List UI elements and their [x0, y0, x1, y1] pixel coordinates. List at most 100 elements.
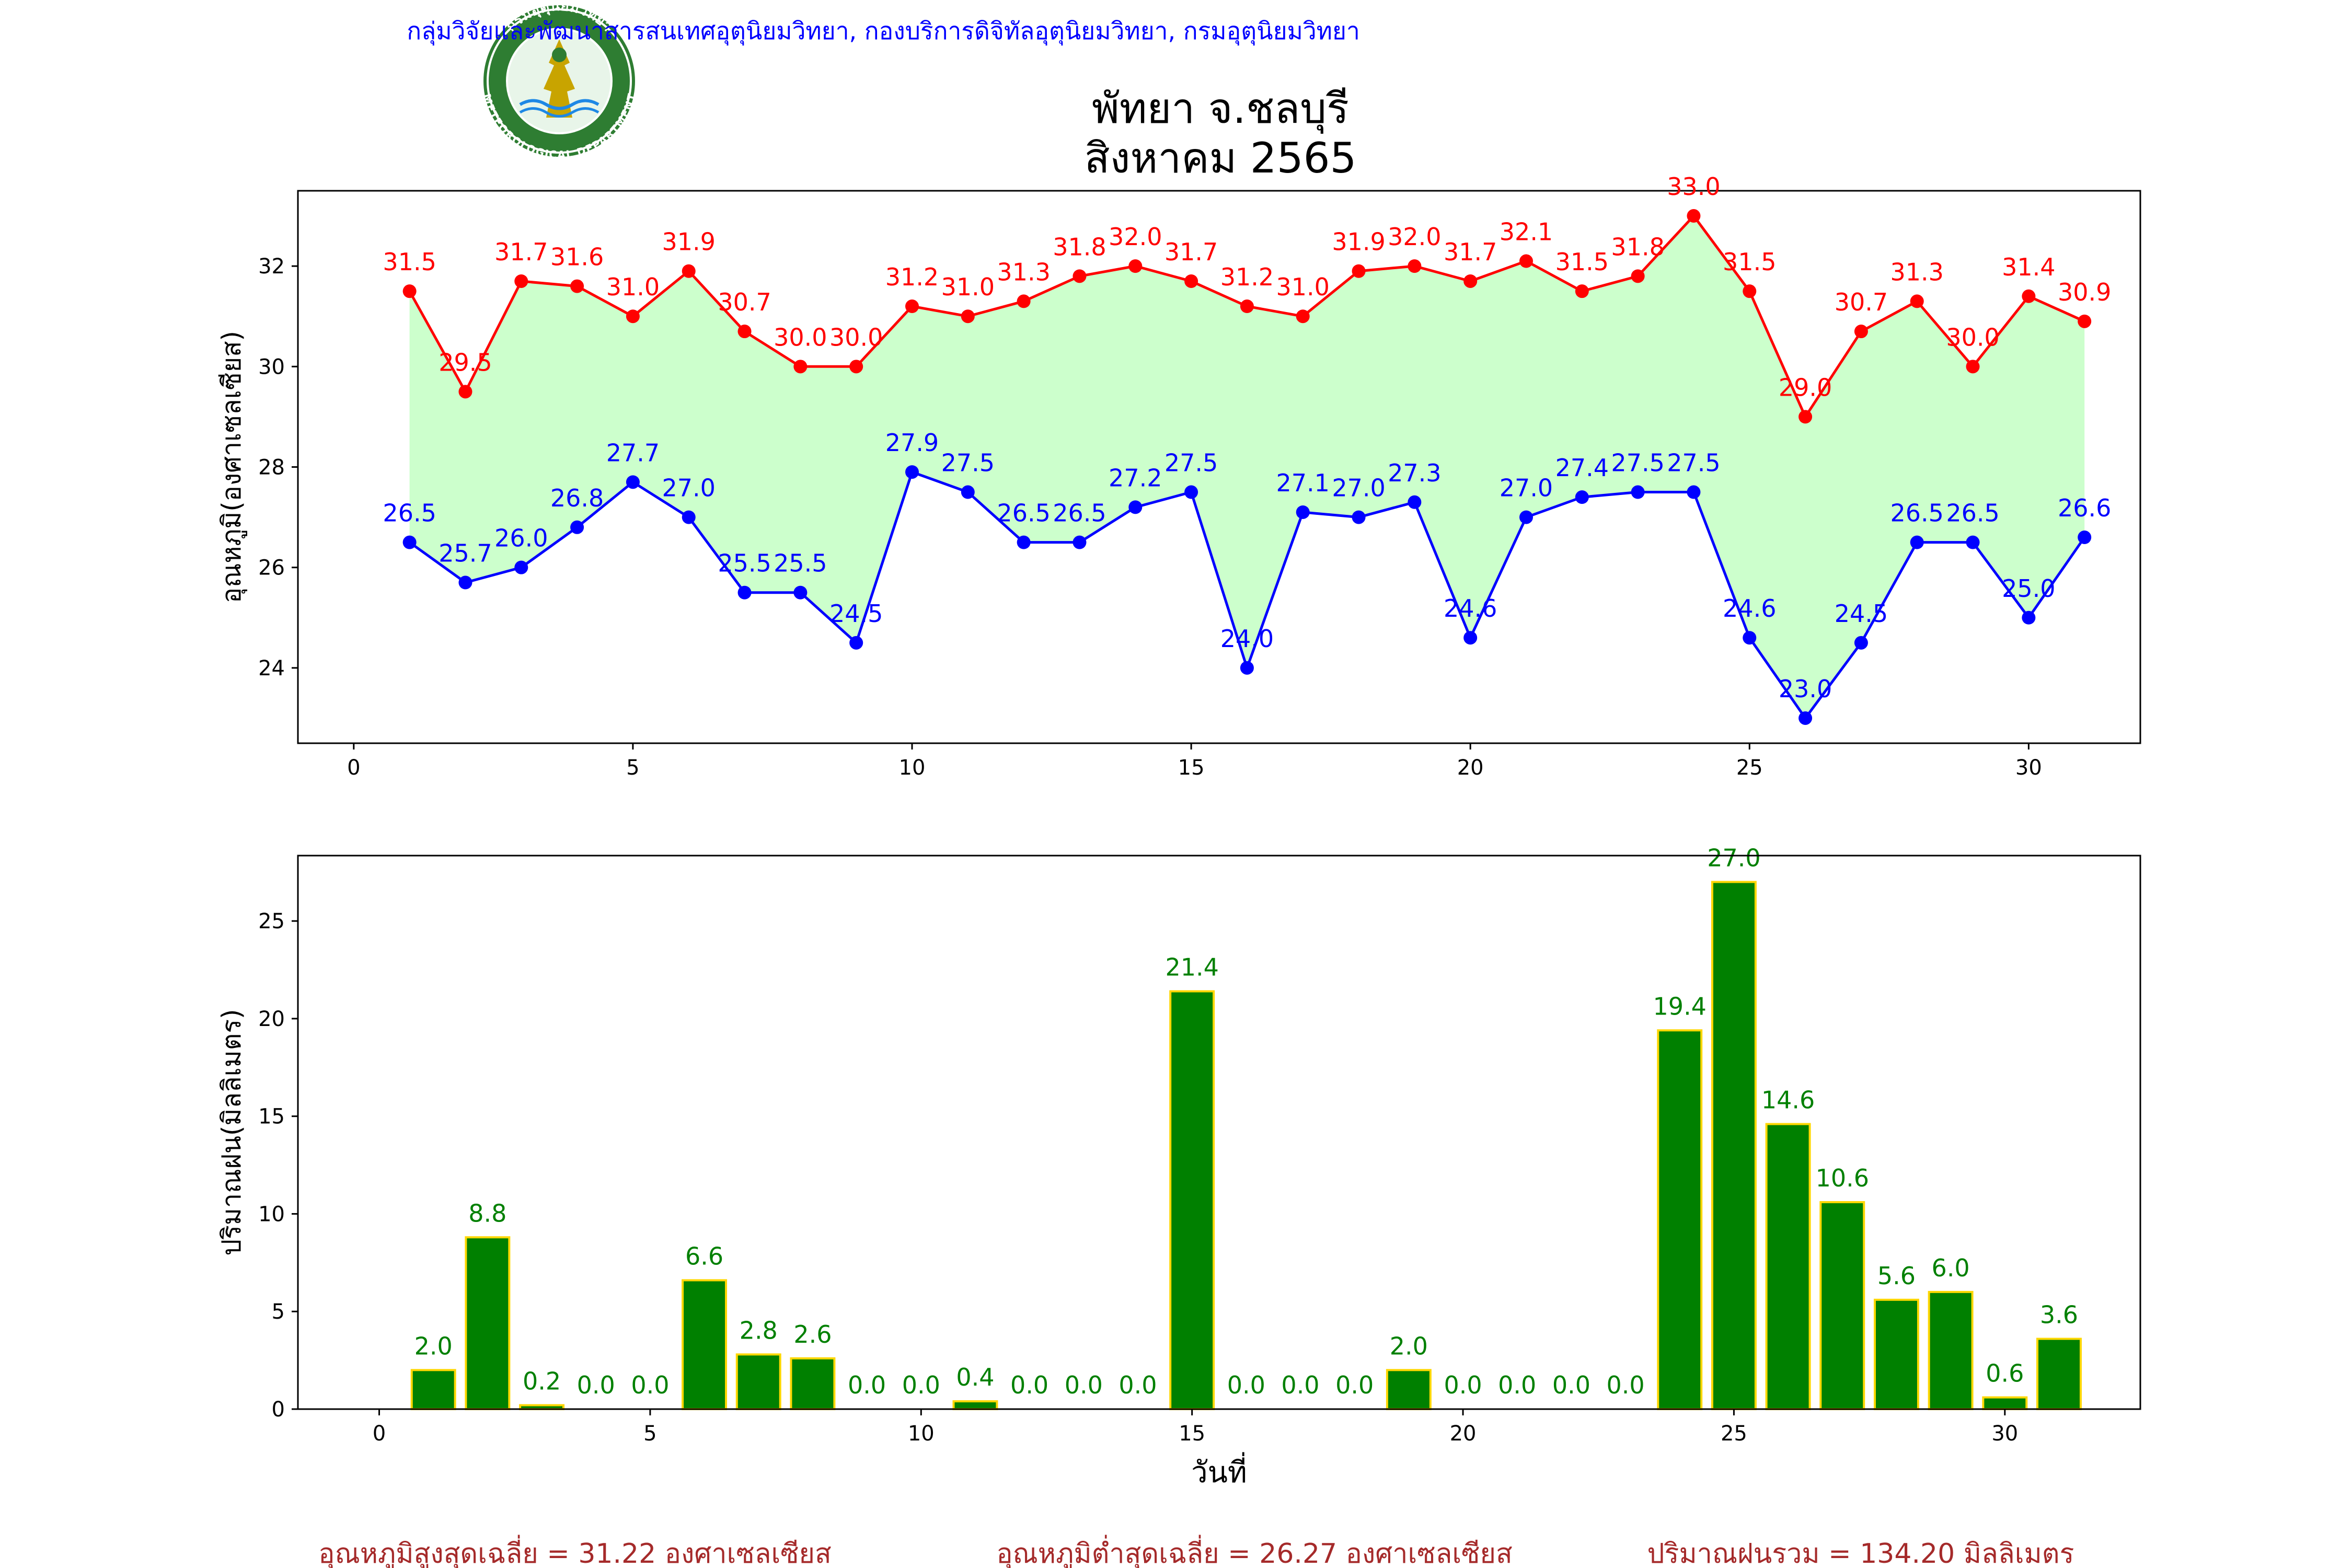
rain-data-label: 0.0 [1010, 1371, 1048, 1399]
min-temperature-data-label: 24.0 [1220, 625, 1274, 653]
min-temperature-data-label: 26.8 [550, 484, 604, 512]
min-temperature-data-label: 27.7 [606, 439, 660, 467]
rainfall-y-tick-label: 0 [272, 1398, 285, 1422]
max-temperature-point [626, 309, 640, 324]
min-temperature-data-label: 24.5 [829, 599, 883, 628]
max-temperature-point [1910, 294, 1924, 308]
min-temperature-point [1352, 510, 1366, 524]
max-temperature-data-label: 32.0 [1109, 223, 1162, 251]
rain-bar [2036, 1338, 2082, 1411]
min-temperature-data-label: 27.1 [1276, 469, 1330, 497]
rain-bar [1982, 1396, 2028, 1411]
max-temperature-data-label: 33.0 [1667, 172, 1720, 201]
min-temperature-data-label: 26.0 [494, 524, 548, 552]
rain-data-label: 2.6 [793, 1320, 832, 1348]
temperature-x-tick-label: 10 [899, 756, 926, 780]
min-temperature-point [514, 560, 528, 574]
min-temperature-data-label: 27.3 [1388, 459, 1441, 487]
temperature-y-tick-label: 32 [258, 255, 285, 279]
max-temperature-data-label: 31.9 [1332, 228, 1385, 256]
max-temperature-data-label: 31.3 [1890, 258, 1944, 286]
min-temperature-point [1296, 505, 1310, 519]
min-temperature-point [793, 585, 808, 599]
chart-title-line2: สิงหาคม 2565 [1085, 134, 1357, 182]
rain-bar [410, 1369, 456, 1411]
max-temperature-data-label: 31.5 [383, 248, 436, 276]
rainfall-x-tick-label: 10 [908, 1422, 935, 1446]
max-temperature-data-label: 31.4 [2002, 253, 2055, 281]
rainfall-y-tick-label: 5 [272, 1300, 285, 1324]
rain-bar [465, 1236, 511, 1411]
max-temperature-data-label: 30.0 [1946, 323, 1999, 351]
max-temperature-point [1352, 264, 1366, 278]
max-temperature-data-label: 30.0 [774, 323, 827, 351]
max-temperature-point [1073, 269, 1087, 283]
max-temperature-data-label: 31.6 [550, 243, 604, 271]
max-temperature-data-label: 31.7 [1165, 238, 1218, 266]
min-temperature-data-label: 27.5 [1611, 449, 1664, 477]
max-temperature-data-label: 31.9 [662, 228, 716, 256]
rain-data-label: 5.6 [1877, 1262, 1916, 1290]
rainfall-x-tick-label: 25 [1721, 1422, 1747, 1446]
temperature-x-tick-label: 25 [1736, 756, 1763, 780]
min-temperature-point [1408, 495, 1422, 509]
rain-data-label: 3.6 [2040, 1301, 2078, 1329]
max-temperature-data-label: 30.9 [2058, 278, 2111, 306]
rainfall-x-tick-label: 0 [373, 1422, 386, 1446]
min-temperature-point [1017, 535, 1031, 549]
min-temperature-data-label: 27.9 [885, 429, 939, 457]
max-temperature-data-label: 30.0 [829, 323, 883, 351]
total-rain-summary: ปริมาณฝนรวม = 134.20 มิลลิเมตร [1647, 1538, 2074, 1568]
rainfall-x-tick-label: 15 [1179, 1422, 1205, 1446]
rain-data-label: 0.0 [1444, 1371, 1482, 1399]
max-temperature-point [514, 274, 528, 288]
temperature-y-axis-label: อุณหภูมิ(องศาเซลเซียส) [216, 331, 247, 603]
max-temperature-point [1017, 294, 1031, 308]
min-temperature-point [1128, 500, 1143, 514]
max-temperature-data-label: 31.0 [606, 273, 660, 301]
temperature-x-tick-label: 30 [2015, 756, 2042, 780]
rain-data-label: 0.0 [902, 1371, 940, 1399]
rain-data-label: 0.0 [1119, 1371, 1157, 1399]
max-temperature-data-label: 31.7 [1444, 238, 1497, 266]
max-temperature-point [1631, 269, 1645, 283]
max-temperature-point [737, 325, 752, 339]
max-temperature-point [1128, 259, 1143, 273]
min-temperature-point [1687, 485, 1701, 499]
min-temperature-point [682, 510, 696, 524]
max-temperature-data-label: 29.0 [1779, 373, 1832, 401]
min-temperature-point [402, 535, 417, 549]
min-temperature-data-label: 27.2 [1109, 464, 1162, 492]
max-temperature-data-label: 31.2 [885, 263, 939, 291]
max-temperature-point [1240, 299, 1254, 314]
rain-bar [790, 1357, 836, 1411]
min-temperature-point [570, 520, 584, 534]
min-temperature-point [1184, 485, 1198, 499]
temperature-x-tick-label: 20 [1457, 756, 1484, 780]
rain-data-label: 0.0 [1227, 1371, 1265, 1399]
max-temperature-data-label: 29.5 [439, 348, 492, 376]
min-temperature-data-label: 26.6 [2058, 494, 2111, 522]
max-temperature-point [402, 284, 417, 298]
rain-data-label: 0.0 [577, 1371, 615, 1399]
rain-bar [1169, 990, 1215, 1410]
min-temperature-data-label: 25.7 [439, 539, 492, 568]
max-temperature-point [1575, 284, 1589, 298]
max-temperature-point [1296, 309, 1310, 324]
min-temperature-data-label: 24.6 [1723, 594, 1776, 622]
min-temperature-data-label: 27.5 [1667, 449, 1720, 477]
rainfall-y-tick-label: 20 [258, 1007, 285, 1031]
max-temperature-point [1854, 325, 1868, 339]
rain-bar [1386, 1369, 1432, 1411]
min-temperature-data-label: 26.5 [383, 499, 436, 527]
rain-data-label: 0.0 [1065, 1371, 1103, 1399]
rain-bar [1711, 881, 1757, 1410]
min-temperature-point [849, 636, 863, 650]
rainfall-y-tick-label: 10 [258, 1202, 285, 1226]
min-temperature-point [1798, 711, 1813, 725]
max-temperature-point [1966, 360, 1980, 374]
rain-data-label: 2.0 [414, 1332, 453, 1360]
rain-bar [682, 1279, 728, 1410]
rainfall-y-axis-label: ปริมาณฝน(มิลลิเมตร) [216, 1009, 247, 1255]
